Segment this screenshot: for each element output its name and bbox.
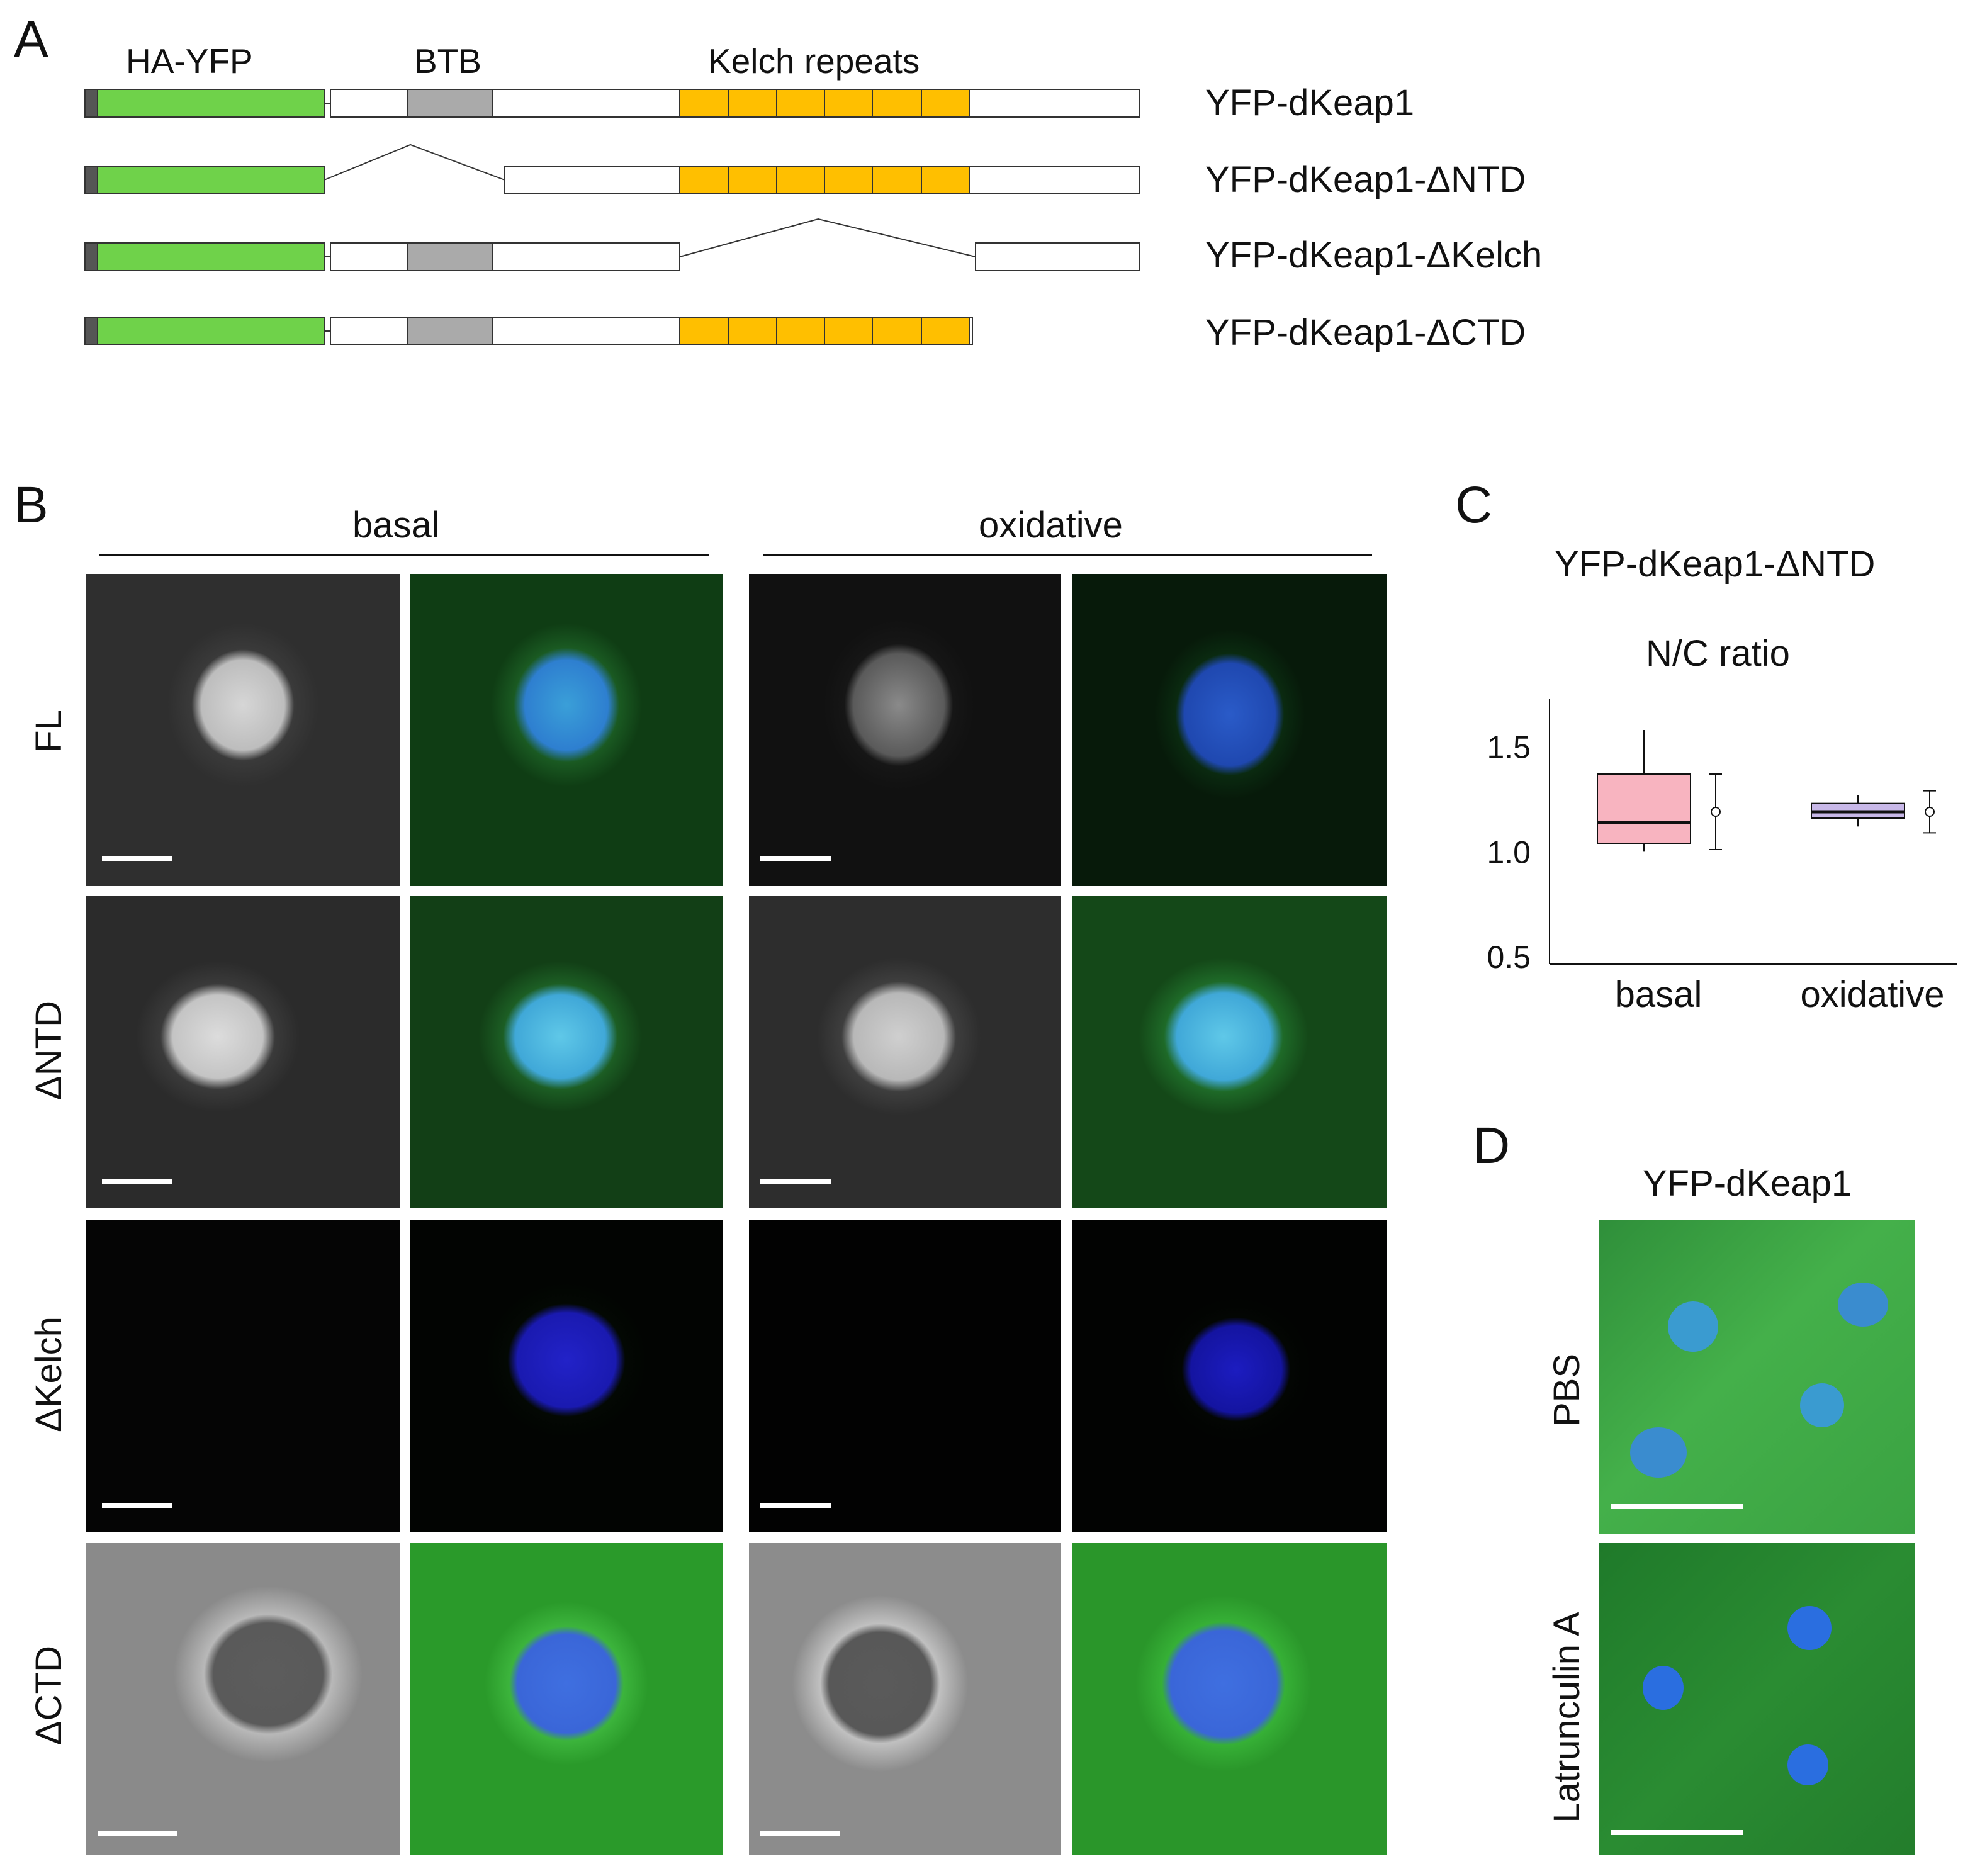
micrograph-dntd-basal-gray [86, 896, 400, 1208]
micrograph-fl-oxidative-merge [1072, 574, 1387, 886]
row-label-pbs: PBS [1546, 1353, 1587, 1427]
row-label-fl: FL [28, 710, 69, 753]
panel-a-label: A [14, 11, 48, 68]
micrograph-dntd-oxidative-merge [1072, 896, 1387, 1208]
micrograph-dctd-oxidative-gray [749, 1543, 1061, 1855]
nucleus [1630, 1427, 1687, 1478]
row-label-latrunculin: Latrunculin A [1546, 1612, 1587, 1823]
panel-d-label: D [1473, 1117, 1511, 1174]
kelch-domain-label: Kelch repeats [708, 42, 920, 81]
oxidative-bracket-line [763, 554, 1372, 556]
micrograph-latrunculin [1599, 1543, 1915, 1855]
scale-bar [1611, 1504, 1743, 1509]
row-label-dctd: ΔCTD [28, 1646, 69, 1745]
btb-domain-label: BTB [414, 42, 481, 81]
micrograph-dctd-oxidative-merge [1072, 1543, 1387, 1855]
scale-bar [1611, 1830, 1743, 1835]
row-label-dntd: ΔNTD [28, 1001, 69, 1100]
construct-name-fl: YFP-dKeap1 [1205, 82, 1415, 123]
mean-point [1711, 807, 1721, 817]
micrograph-dntd-basal-merge [410, 896, 723, 1208]
panel-c-title: YFP-dKeap1-ΔNTD [1555, 544, 1876, 585]
construct-fl [84, 89, 1140, 118]
basal-bracket-line [99, 554, 709, 556]
panel-b-label: B [14, 476, 48, 534]
panel-d-title: YFP-dKeap1 [1643, 1163, 1852, 1204]
nucleus [1668, 1301, 1718, 1352]
nucleus [1643, 1666, 1684, 1710]
hayfp-domain-label: HA-YFP [126, 42, 253, 81]
scale-bar [102, 1179, 172, 1184]
micrograph-pbs [1599, 1220, 1915, 1534]
construct-dkelch [84, 218, 1140, 271]
scale-bar [98, 1831, 177, 1836]
nucleus [1838, 1283, 1888, 1327]
nucleus [1787, 1744, 1828, 1785]
nucleus [1787, 1606, 1832, 1650]
micrograph-fl-basal-gray [86, 574, 400, 886]
condition-label-oxidative: oxidative [979, 505, 1123, 546]
panel-c-label: C [1455, 476, 1493, 534]
scale-bar [102, 856, 172, 861]
x-category-label: basal [1615, 974, 1702, 1015]
micrograph-dkelch-basal-gray [86, 1220, 400, 1532]
construct-diagram [84, 89, 1140, 345]
y-tick-label: 0.5 [1487, 940, 1531, 975]
micrograph-dkelch-oxidative-gray [749, 1220, 1061, 1532]
scale-bar [760, 856, 831, 861]
construct-dntd [84, 143, 1140, 194]
micrograph-dkelch-basal-merge [410, 1220, 723, 1532]
scale-bar [760, 1831, 840, 1836]
micrograph-fl-basal-merge [410, 574, 723, 886]
y-tick-label: 1.0 [1487, 834, 1531, 870]
panel-c-subtitle: N/C ratio [1646, 633, 1790, 674]
micrograph-dctd-basal-merge [410, 1543, 723, 1855]
boxplot-chart: 0.5 1.0 1.5 basal oxidative [1487, 699, 1957, 1015]
row-label-dkelch: ΔKelch [28, 1317, 69, 1432]
x-category-label: oxidative [1801, 974, 1945, 1015]
scale-bar [102, 1503, 172, 1508]
box-iqr [1597, 773, 1691, 844]
y-tick-label: 1.5 [1487, 730, 1531, 765]
mean-point [1925, 807, 1935, 817]
micrograph-dkelch-oxidative-merge [1072, 1220, 1387, 1532]
construct-dctd [84, 317, 973, 345]
scale-bar [760, 1503, 831, 1508]
micrograph-dctd-basal-gray [86, 1543, 400, 1855]
construct-name-dkelch: YFP-dKeap1-ΔKelch [1205, 235, 1543, 276]
micrograph-fl-oxidative-gray [749, 574, 1061, 886]
micrograph-dntd-oxidative-gray [749, 896, 1061, 1208]
construct-name-dctd: YFP-dKeap1-ΔCTD [1205, 312, 1526, 353]
construct-name-dntd: YFP-dKeap1-ΔNTD [1205, 159, 1526, 200]
scale-bar [760, 1179, 831, 1184]
condition-label-basal: basal [352, 505, 440, 546]
nucleus [1800, 1383, 1844, 1427]
